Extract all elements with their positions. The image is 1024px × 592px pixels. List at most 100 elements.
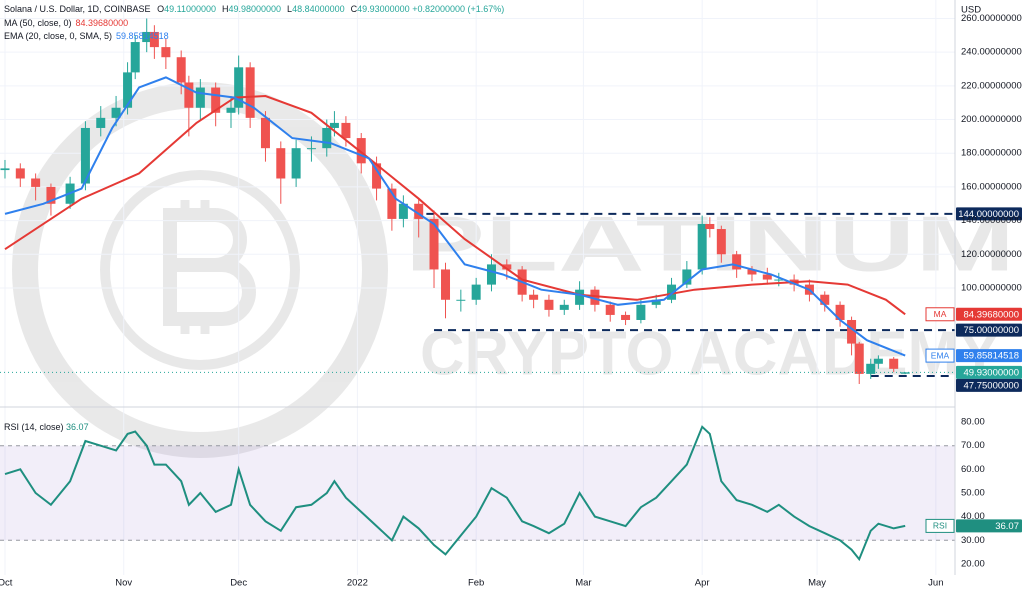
price-badge-label: 47.75000000 — [964, 380, 1019, 391]
price-badge — [956, 349, 1022, 363]
candle-body — [716, 229, 726, 255]
y-tick-label: 140.00000000 — [961, 215, 1022, 226]
rsi-tick-label: 60.00 — [961, 464, 985, 475]
price-badge-label: 36.07 — [995, 521, 1019, 532]
candle-body — [705, 223, 715, 230]
candle-body — [414, 203, 424, 219]
price-badge — [956, 519, 1022, 533]
x-tick-label: Dec — [230, 578, 247, 589]
price-badge-label: 84.39680000 — [964, 309, 1019, 320]
x-tick-label: Nov — [115, 578, 132, 589]
candle-body — [176, 57, 186, 83]
change: +0.82000000 (+1.67%) — [412, 4, 504, 14]
candle-body — [866, 363, 876, 374]
x-tick-label: 2022 — [347, 578, 368, 589]
candle-body — [502, 264, 512, 270]
candle-body — [276, 148, 286, 179]
candle-body — [195, 87, 205, 108]
candle-body — [441, 269, 451, 300]
grid — [0, 0, 955, 575]
rsi-tick-label: 30.00 — [961, 535, 985, 546]
y-tick-label: 160.00000000 — [961, 181, 1022, 192]
price-badge — [956, 307, 1022, 321]
rsi-header: RSI (14, close) 36.07 — [4, 422, 89, 432]
candle-body — [226, 107, 236, 113]
candle-body — [636, 304, 646, 320]
candle-body — [762, 274, 772, 280]
ohlc-value: 48.84000000 — [292, 4, 345, 14]
y-tick-label: 180.00000000 — [961, 148, 1022, 159]
ohlc-value: 49.98000000 — [228, 4, 281, 14]
candle-body — [667, 284, 677, 300]
ohlc-label: L — [287, 4, 292, 14]
candle-body — [486, 264, 496, 285]
badge-name-box — [925, 348, 955, 363]
badge-name-box — [925, 307, 955, 322]
price-badge-label: 49.93000000 — [964, 367, 1019, 378]
overlay-line — [4, 94, 906, 316]
candle-body — [847, 319, 857, 344]
x-tick-label: Apr — [695, 578, 710, 589]
price-badge — [956, 378, 1022, 392]
candle-body — [15, 168, 25, 179]
candle-body — [341, 122, 351, 139]
candle-body — [306, 148, 316, 150]
price-badge — [956, 323, 1022, 337]
badge-name: EMA — [931, 350, 950, 360]
candle-body — [697, 223, 707, 270]
candle-body — [456, 299, 466, 301]
rsi-band — [0, 445, 955, 541]
candle-body — [0, 168, 10, 171]
candle-body — [142, 31, 152, 43]
rsi-tick-label: 40.00 — [961, 511, 985, 522]
ohlc-label: C — [351, 4, 358, 14]
candle-body — [96, 117, 106, 128]
header: Solana / U.S. Dollar, 1D, COINBASE O49.1… — [4, 4, 504, 14]
candle-body — [529, 294, 539, 300]
rsi-tick-label: 80.00 — [961, 417, 985, 428]
candle-body — [889, 358, 899, 369]
candle-body — [559, 304, 569, 310]
candle-body — [747, 269, 757, 275]
rsi-tick-label: 50.00 — [961, 487, 985, 498]
x-tick-label: Feb — [468, 578, 484, 589]
plot — [0, 18, 955, 562]
candle-body — [31, 178, 41, 187]
candle-body — [429, 218, 439, 270]
candle-body — [161, 47, 171, 58]
y-tick-label: 240.00000000 — [961, 47, 1022, 58]
candle-body — [130, 42, 140, 73]
ohlc-value: 49.93000000 — [357, 4, 410, 14]
candle-body — [356, 138, 366, 164]
candle-body — [149, 31, 159, 48]
candle-body — [123, 72, 133, 108]
badge-name: MA — [934, 309, 947, 319]
overlay-line — [4, 76, 906, 357]
x-tick-label: Jun — [928, 578, 943, 589]
legend-entry: EMA (20, close, 0, SMA, 5) 59.85814518 — [4, 31, 169, 41]
currency: USD — [961, 5, 981, 16]
ohlc: O49.11000000 H49.98000000 L48.84000000 C49.… — [157, 4, 410, 14]
legend-name: MA (50, close, 0) — [4, 18, 72, 28]
logo-inner — [100, 170, 300, 370]
price-badge — [956, 207, 1022, 221]
y-tick-label: 100.00000000 — [961, 283, 1022, 294]
symbol-title: Solana / U.S. Dollar, 1D, COINBASE — [4, 4, 151, 14]
badges: 144.00000000 84.39680000 MA 75.00000000 59.8… — [925, 207, 1022, 533]
candle-body — [80, 127, 90, 184]
price-badge-label: 59.85814518 — [964, 351, 1019, 362]
rsi-tick-label: 20.00 — [961, 558, 985, 569]
y-tick-label: 260.00000000 — [961, 13, 1022, 24]
candle-body — [211, 87, 221, 113]
logo-b — [163, 208, 256, 326]
legend-entry: MA (50, close, 0) 84.39680000 — [4, 18, 128, 28]
candle-body — [605, 304, 615, 315]
legend-name: EMA (20, close, 0, SMA, 5) — [4, 31, 112, 41]
candle-body — [234, 67, 244, 108]
legend-value: 59.85814518 — [116, 31, 169, 41]
rsi-tick-label: 70.00 — [961, 440, 985, 451]
candle-body — [732, 254, 742, 270]
candle-body — [398, 203, 408, 219]
candle-body — [322, 127, 332, 149]
